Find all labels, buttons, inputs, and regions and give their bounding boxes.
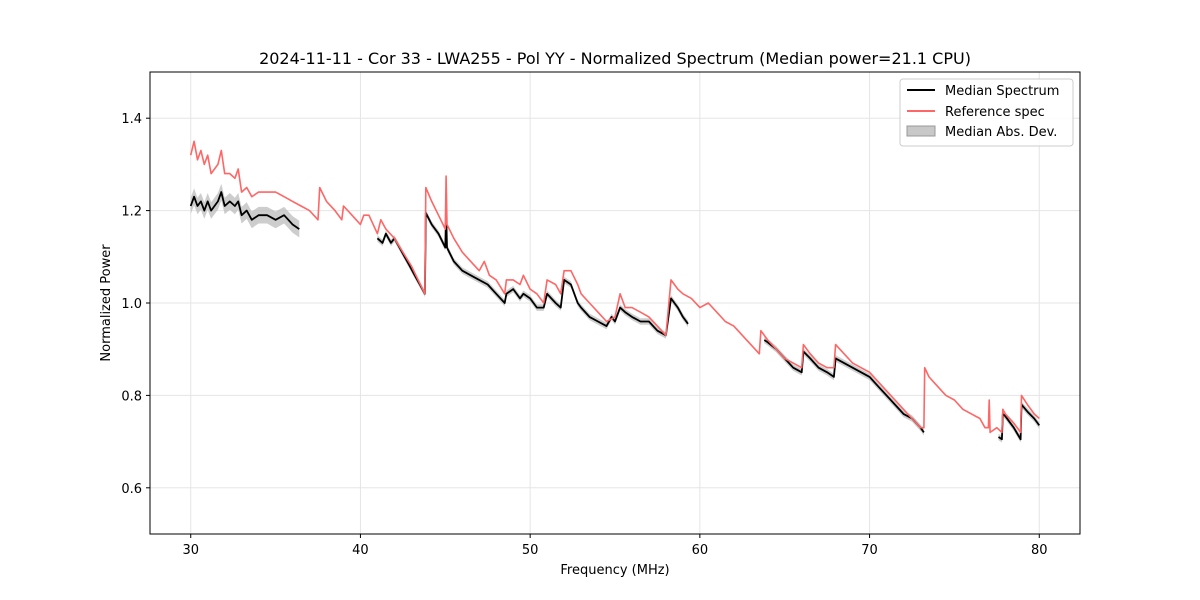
x-tick-label: 80 [1031,543,1048,558]
y-tick-label: 0.8 [121,389,142,404]
mad-band [764,336,924,436]
axis-ticks: 30 40 50 60 70 80 0.6 0.8 1.0 1.2 1.4 [121,112,1047,558]
series-lines [189,140,1041,441]
legend: Median Spectrum Reference spec Median Ab… [899,78,1074,147]
x-tick-label: 70 [861,543,878,558]
chart-title: 2024-11-11 - Cor 33 - LWA255 - Pol YY - … [259,49,971,68]
mad-band [998,401,1040,443]
median-spectrum-line [189,191,300,230]
mad-band [190,183,300,238]
mad-bands [190,183,1040,443]
median-spectrum-line [763,339,925,433]
y-tick-label: 1.2 [121,205,142,220]
x-tick-label: 60 [692,543,709,558]
x-axis-label: Frequency (MHz) [560,563,669,578]
legend-swatch-mad [906,125,936,137]
x-tick-label: 30 [182,543,199,558]
median-spectrum-line [376,209,689,337]
grid-lines [150,72,1080,534]
mad-band [377,207,688,339]
y-tick-label: 1.0 [121,297,142,312]
legend-label-mad: Median Abs. Dev. [945,125,1057,140]
legend-box [899,78,1074,147]
y-tick-label: 0.6 [121,482,142,497]
x-tick-label: 40 [352,543,369,558]
legend-label-median: Median Spectrum [945,84,1059,99]
legend-label-reference: Reference spec [945,105,1045,120]
y-tick-label: 1.4 [121,112,142,127]
reference-spectrum-line [189,140,1040,434]
x-tick-label: 50 [522,543,539,558]
y-axis-label: Normalized Power [99,244,114,362]
